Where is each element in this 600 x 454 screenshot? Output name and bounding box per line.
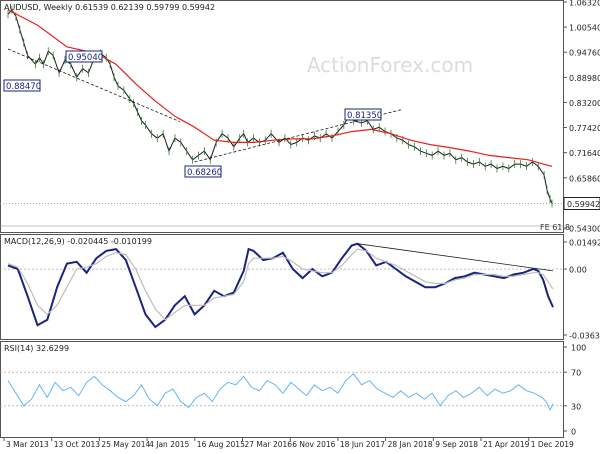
x-tick-label: 3 Mar 2013: [6, 440, 49, 449]
price-y-tick-label: 0.54300: [569, 225, 600, 234]
price-y-tick-label: 0.94760: [569, 49, 600, 58]
price-y-tick-label: 0.65860: [569, 174, 600, 183]
rsi-panel-frame: [0, 341, 564, 438]
rsi-y-tick-label: 30: [571, 402, 581, 411]
macd-y-tick-label: 0.00: [569, 266, 587, 275]
rsi-y-tick-label: 70: [571, 369, 581, 378]
annotation-label: 0.68260: [187, 168, 222, 178]
price-y-tick-label: 0.71640: [569, 149, 600, 158]
price-y-tick-label: 1.00540: [569, 24, 600, 33]
rsi-panel-title: RSI(14) 32.6299: [4, 344, 69, 353]
price-y-tick-label: 0.83200: [569, 99, 600, 108]
x-tick-label: 21 Apr 2019: [483, 440, 530, 449]
x-tick-label: 18 Jun 2017: [340, 440, 385, 449]
x-tick-label: 6 Nov 2016: [292, 440, 335, 449]
current-price-label: 0.59942: [567, 200, 600, 209]
x-tick-label: 1 Dec 2019: [531, 440, 574, 449]
signal-line: [7, 248, 554, 321]
price-y-tick-label: 0.77420: [569, 124, 600, 133]
price-panel-frame: [0, 0, 564, 233]
annotation-box: [184, 165, 222, 178]
rsi-y-tick-label: 100: [571, 344, 586, 353]
annotation-label: 0.81350: [347, 111, 382, 121]
macd-line: [7, 242, 554, 329]
annotation-label: 0.95040: [68, 53, 103, 63]
annotation-label: 0.88470: [6, 82, 41, 92]
rsi-y-tick-label: 0: [571, 428, 576, 437]
x-tick-label: 27 Mar 2016: [245, 440, 293, 449]
trendline-1-line: [7, 48, 180, 122]
x-tick-label: 28 Jan 2018: [388, 440, 433, 449]
macd-y-tick-label: -0.036389: [569, 332, 600, 341]
x-tick-label: 25 May 2014: [101, 440, 150, 449]
macd-y-tick-label: 0.014925: [569, 239, 600, 248]
price-panel-title: AUDUSD, Weekly 0.61539 0.62139 0.59799 0…: [4, 3, 215, 12]
rsi-line: [7, 373, 554, 412]
watermark-text: ActionForex.com: [307, 53, 473, 77]
x-tick-label: 13 Oct 2013: [54, 440, 101, 449]
annotation-box: [3, 79, 41, 92]
x-tick-label: 9 Sep 2018: [435, 440, 478, 449]
price-y-tick-label: 0.88980: [569, 74, 600, 83]
divergence-line-line: [357, 243, 554, 272]
price-line: [7, 9, 553, 204]
current-price-box: [563, 196, 600, 210]
macd-panel-title: MACD(12,26,9) -0.020445 -0.010199: [4, 237, 152, 246]
annotation-box: [65, 50, 103, 63]
ma-line: [7, 9, 553, 167]
x-tick-label: 16 Aug 2015: [197, 440, 245, 449]
price-y-tick-label: 1.06320: [569, 0, 600, 8]
fe-label: FE 61.8: [540, 223, 570, 232]
macd-panel-frame: [0, 234, 564, 340]
x-tick-label: 4 Jan 2015: [149, 440, 189, 449]
annotation-box: [344, 108, 382, 121]
